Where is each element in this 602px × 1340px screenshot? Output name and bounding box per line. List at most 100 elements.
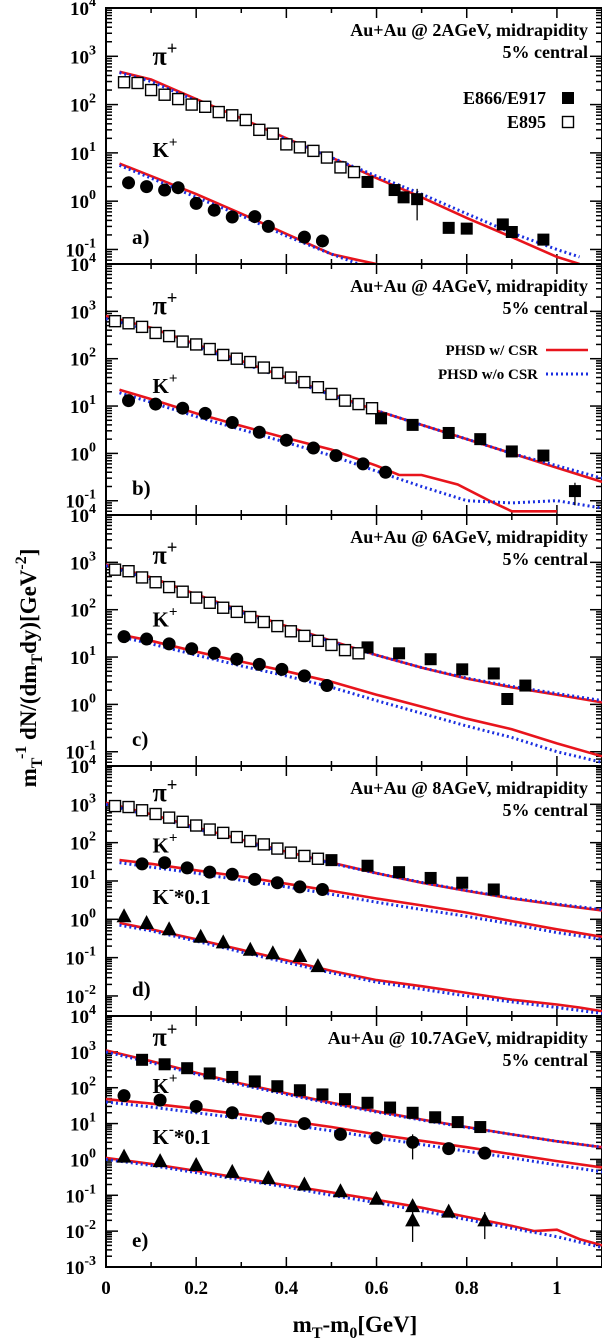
data-point-filled-square — [487, 883, 500, 896]
data-point-open-square — [311, 381, 325, 394]
panel-title: Au+Au @ 8AGeV, midrapidity — [350, 778, 588, 798]
phsd-with-csr-line — [106, 1097, 602, 1169]
legend-marker-open-square — [561, 115, 575, 129]
data-point-filled-square — [496, 218, 509, 231]
data-point-filled-circle — [248, 872, 262, 886]
data-point-filled-square — [501, 693, 514, 706]
data-point-open-square — [203, 342, 216, 356]
data-point-filled-triangle — [193, 928, 209, 943]
data-point-open-square — [271, 366, 284, 380]
y-tick-label: 102 — [70, 597, 96, 622]
data-point-open-square — [122, 565, 135, 578]
data-point-filled-circle — [252, 425, 266, 439]
plot-area — [106, 563, 602, 764]
data-point-open-square — [352, 397, 365, 411]
data-point-filled-circle — [153, 1093, 167, 1107]
data-point-filled-circle — [162, 637, 176, 651]
phsd-without-csr-line — [119, 923, 602, 1015]
panel-letter: d) — [132, 977, 151, 1001]
particle-label-pi-plus: π+ — [153, 288, 178, 320]
data-point-filled-triangle — [242, 941, 258, 956]
data-point-filled-circle — [270, 876, 284, 890]
data-point-open-square — [189, 338, 203, 351]
data-point-filled-circle — [158, 183, 172, 197]
y-tick-label: 10-1 — [65, 488, 96, 513]
y-axis-title: mT-1 dN/(dmTdy)[GeV-2] — [13, 549, 46, 788]
data-point-filled-triangle — [260, 1170, 276, 1185]
data-point-open-square — [158, 88, 171, 101]
data-point-open-square — [189, 591, 203, 604]
data-point-filled-circle — [180, 861, 194, 875]
data-point-open-square — [131, 76, 144, 90]
y-tick-label: 103 — [70, 298, 96, 323]
data-point-open-square — [365, 402, 379, 415]
phsd-without-csr-line — [106, 1157, 602, 1249]
y-tick-label: 104 — [70, 0, 96, 20]
y-tick-label: 101 — [70, 393, 96, 418]
y-tick-label: 100 — [70, 906, 96, 931]
data-point-open-square — [135, 804, 149, 817]
data-point-open-square — [217, 826, 230, 840]
data-point-open-square — [244, 834, 257, 848]
data-point-open-square — [244, 355, 257, 369]
particle-label-pi-plus: π+ — [153, 38, 178, 70]
x-tick-label: 0.4 — [274, 1278, 298, 1299]
data-point-filled-square — [136, 1053, 149, 1066]
data-point-open-square — [162, 580, 176, 594]
data-point-filled-square — [325, 854, 338, 867]
particle-label-pi-plus: π+ — [153, 1020, 178, 1052]
data-point-filled-triangle — [215, 934, 231, 949]
legend-label: E866/E917 — [463, 88, 546, 108]
x-tick-label: 0 — [101, 1278, 111, 1299]
data-point-filled-triangle — [139, 915, 155, 930]
legend-label: E895 — [507, 112, 546, 132]
panel-title: Au+Au @ 4AGeV, midrapidity — [350, 276, 588, 296]
data-point-filled-circle — [293, 880, 307, 894]
data-point-filled-square — [537, 449, 550, 462]
data-point-open-square — [217, 601, 230, 614]
y-tick-label: 104 — [70, 1003, 96, 1028]
data-point-filled-square — [424, 653, 437, 666]
data-point-filled-triangle — [265, 945, 281, 960]
data-point-filled-circle — [225, 867, 239, 881]
y-tick-label: 103 — [70, 1039, 96, 1064]
panel-title: Au+Au @ 2AGeV, midrapidity — [350, 20, 588, 40]
data-point-filled-triangle — [224, 1163, 240, 1178]
data-point-filled-circle — [122, 176, 136, 190]
data-point-open-square — [338, 394, 352, 407]
data-point-filled-triangle — [369, 1190, 385, 1205]
data-point-filled-circle — [117, 1089, 131, 1103]
data-point-filled-circle — [370, 1131, 384, 1145]
legend-label: PHSD w/ CSR — [445, 343, 538, 359]
data-point-open-square — [284, 846, 298, 859]
y-tick-label: 102 — [70, 92, 96, 117]
data-point-filled-square — [411, 193, 424, 206]
data-point-filled-square — [456, 876, 469, 889]
data-point-filled-circle — [315, 234, 329, 248]
data-point-open-square — [334, 161, 347, 174]
data-point-filled-circle — [275, 662, 289, 676]
data-point-filled-circle — [261, 1111, 275, 1125]
y-tick-label: 10-1 — [65, 236, 96, 261]
panel-subtitle: 5% central — [503, 800, 588, 820]
data-point-filled-square — [406, 418, 419, 431]
y-tick-label: 101 — [70, 644, 96, 669]
x-tick-label: 0.6 — [365, 1278, 389, 1299]
data-point-open-square — [162, 811, 176, 824]
panel-letter: e) — [132, 1228, 148, 1252]
data-point-filled-square — [429, 1111, 442, 1124]
data-point-filled-square — [460, 222, 473, 235]
data-point-filled-square — [519, 679, 532, 692]
data-point-filled-triangle — [477, 1212, 493, 1227]
y-tick-label: 102 — [70, 1075, 96, 1100]
data-point-filled-circle — [379, 465, 393, 479]
data-point-filled-triangle — [188, 1156, 204, 1171]
data-point-filled-circle — [225, 210, 239, 224]
data-point-open-square — [203, 596, 216, 609]
data-point-open-square — [135, 320, 149, 334]
data-point-open-square — [203, 823, 216, 836]
data-point-filled-circle — [261, 219, 275, 233]
data-point-open-square — [338, 643, 352, 657]
particle-label-pi-plus: π+ — [153, 775, 178, 807]
